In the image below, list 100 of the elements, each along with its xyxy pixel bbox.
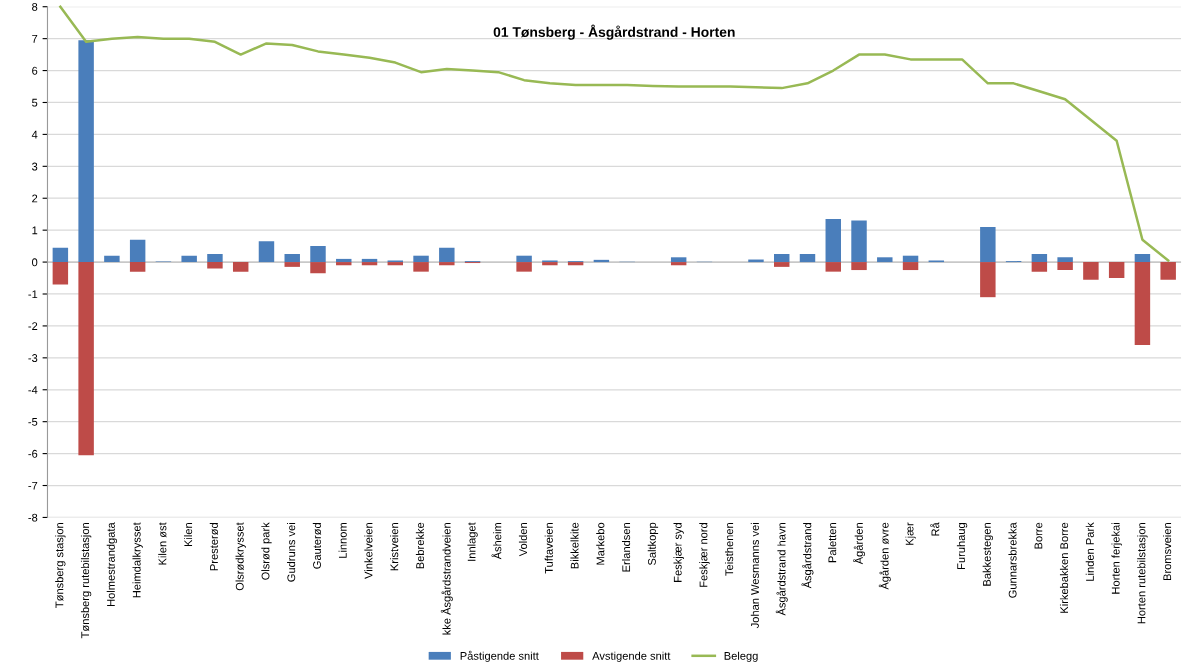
bar <box>825 262 841 272</box>
y-tick-label: -7 <box>28 481 38 490</box>
y-tick-label: 8 <box>32 2 38 11</box>
x-tick-label: Johan Wesmanns vei <box>750 523 759 629</box>
bar <box>232 262 249 272</box>
bar <box>1134 262 1151 346</box>
x-tick-label: Feskjær syd <box>673 523 684 582</box>
bar <box>774 262 790 267</box>
x-tick-label: Bromsveien <box>1163 523 1172 581</box>
bar <box>129 239 146 263</box>
bar <box>1031 262 1048 272</box>
x-tick-label: Gauterød <box>312 523 322 569</box>
bar <box>1108 262 1125 279</box>
bar <box>284 254 300 263</box>
bar <box>52 262 69 285</box>
x-tick-label: Gunnarsbrekka <box>1008 522 1017 598</box>
bar <box>78 40 94 263</box>
y-tick-label: -6 <box>28 449 38 458</box>
bar <box>516 255 532 263</box>
bar <box>980 262 996 298</box>
x-tick-label: Ågården øvre <box>878 522 891 590</box>
line-series <box>59 5 1170 262</box>
y-tick-label: -1 <box>28 290 38 299</box>
y-tick-label: 3 <box>32 162 38 171</box>
x-tick-label: Åsheim <box>491 523 502 560</box>
y-tick-label: 7 <box>32 35 38 43</box>
bar <box>207 262 223 269</box>
bar <box>1134 254 1151 263</box>
x-tick-label: Olsrødkrysset <box>235 522 246 591</box>
x-tick-label: Linnom <box>338 523 347 558</box>
y-tick-label: -5 <box>28 418 38 426</box>
y-tick-label: 0 <box>32 258 38 267</box>
x-tick-label: Kilen øst <box>158 522 167 565</box>
x-tick-label: Vinkelveien <box>364 523 373 579</box>
bar <box>902 262 919 271</box>
x-tick-label: Tønsberg stasjon <box>55 523 66 608</box>
bar <box>52 247 69 263</box>
x-tick-label: Åsgårdstrand havn <box>775 523 788 616</box>
bar <box>877 257 893 263</box>
bar <box>980 226 996 263</box>
bar <box>670 257 687 263</box>
bar <box>439 262 455 266</box>
y-tick-label: 6 <box>32 66 38 75</box>
x-tick-label: Linden Park <box>1085 522 1094 581</box>
x-tick-label: Presterød <box>209 523 219 571</box>
x-tick-label: Borre <box>1034 522 1043 549</box>
x-tick-label: Feskjær nord <box>699 523 710 587</box>
x-tick-label: Horten rutebilstasjon <box>1137 523 1148 624</box>
bar <box>310 246 326 263</box>
x-tick-label: Bakkestegen <box>982 523 994 586</box>
bar <box>258 241 275 263</box>
bar <box>78 262 94 456</box>
legend-label: Belegg <box>724 651 758 662</box>
x-tick-label: Kristveien <box>390 523 399 571</box>
bar <box>104 255 120 263</box>
bar <box>413 255 429 263</box>
bar <box>1057 262 1073 271</box>
legend-label: Påstigende snitt <box>460 650 539 662</box>
bar <box>799 254 816 263</box>
x-tick-label: Saltkopp <box>647 522 659 566</box>
x-tick-label: Tuftaveien <box>544 523 553 574</box>
y-tick-label: -2 <box>28 322 38 330</box>
x-tick-label: Åsgårdstrand <box>801 523 814 589</box>
bar <box>181 255 197 263</box>
y-tick-label: -3 <box>28 354 38 362</box>
x-tick-label: Innlaget <box>467 522 478 561</box>
x-tick-label: kke Åsgårdstrandveien <box>440 523 453 635</box>
y-tick-label: 2 <box>32 194 38 203</box>
y-tick-label: 5 <box>32 98 38 107</box>
x-tick-label: Ågården <box>853 523 866 565</box>
bar <box>825 218 841 263</box>
x-tick-label: Kjær <box>905 522 916 545</box>
x-tick-label: Gudruns vei <box>287 523 296 582</box>
bar <box>284 262 300 267</box>
bar <box>361 262 378 266</box>
x-tick-label: Furuhaug <box>956 523 968 569</box>
bar <box>774 254 790 263</box>
y-tick-label: -4 <box>28 386 38 394</box>
bar <box>1083 262 1099 280</box>
x-tick-label: Heimdalkrysset <box>132 522 143 598</box>
x-tick-label: Rå <box>930 522 940 536</box>
x-tick-label: Kirkebakken Borre <box>1059 522 1069 613</box>
bar <box>851 220 867 263</box>
legend-label: Avstigende snitt <box>592 651 671 662</box>
x-tick-label: Erlandsen <box>621 523 631 572</box>
bar <box>310 262 326 274</box>
bar <box>670 262 687 266</box>
y-tick-label: -8 <box>28 513 38 522</box>
bar <box>516 262 532 272</box>
x-tick-label: Markebo <box>596 522 605 565</box>
bar <box>439 247 455 263</box>
x-tick-label: Holmestrandgata <box>106 522 118 606</box>
text: 01 Tønsberg - Åsgårdstrand - Horten <box>493 24 735 40</box>
x-tick-label: Horten ferjekai <box>1111 523 1122 594</box>
y-tick-label: 1 <box>32 226 38 235</box>
bar <box>129 262 146 272</box>
x-tick-label: Bikkelkite <box>570 522 579 569</box>
bar <box>1031 254 1048 263</box>
bar <box>361 258 378 263</box>
bar <box>336 262 352 266</box>
